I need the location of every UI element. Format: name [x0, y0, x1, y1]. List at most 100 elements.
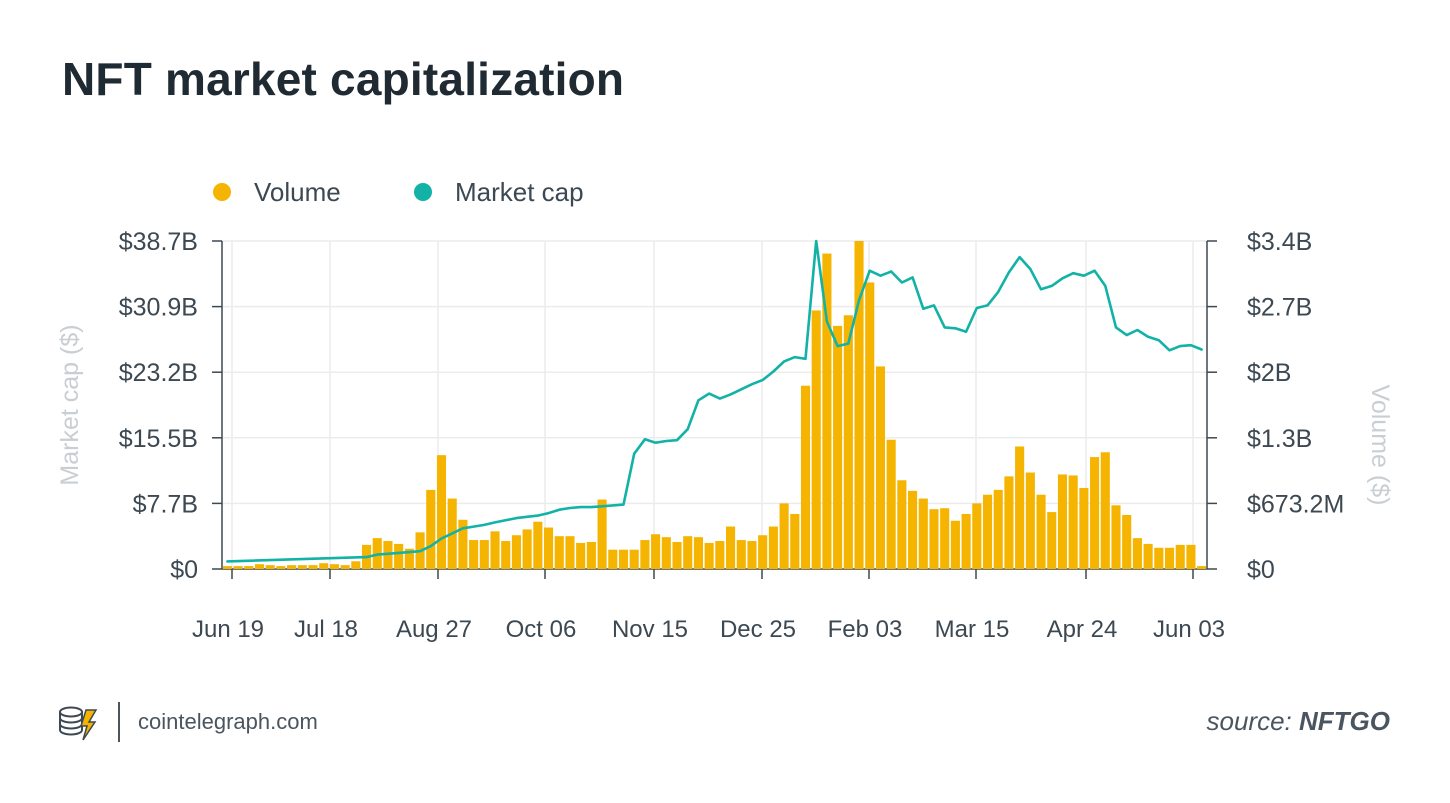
- volume-bar: [972, 503, 982, 569]
- volume-bar: [586, 541, 596, 569]
- volume-bar: [629, 549, 639, 569]
- volume-bar: [715, 541, 725, 569]
- volume-bar: [747, 541, 757, 569]
- volume-bar: [672, 541, 682, 569]
- volume-bar: [254, 564, 265, 569]
- volume-bar: [576, 542, 586, 569]
- legend-label-1: Market cap: [455, 177, 584, 207]
- volume-bar: [436, 455, 447, 569]
- x-tick-label-4: Nov 15: [612, 616, 688, 643]
- right-tick-label-3: $2B: [1247, 359, 1291, 387]
- volume-bar: [768, 526, 778, 569]
- volume-bar: [736, 540, 746, 569]
- volume-bar: [1068, 475, 1078, 569]
- legend-marker-0: [213, 183, 231, 201]
- x-tick-label-3: Oct 06: [506, 616, 577, 643]
- volume-bar: [865, 282, 875, 569]
- volume-bar: [244, 566, 254, 569]
- brand-footer[interactable]: cointelegraph.com: [56, 700, 318, 744]
- legend-marker-1: [414, 183, 432, 201]
- volume-bar: [961, 514, 971, 569]
- volume-bar: [329, 564, 339, 569]
- right-tick-label-4: $2.7B: [1247, 294, 1312, 322]
- x-tick-label-8: Apr 24: [1047, 616, 1118, 643]
- volume-bar: [522, 529, 532, 569]
- volume-bar: [222, 566, 232, 569]
- volume-bar: [908, 490, 918, 569]
- volume-bar: [1100, 452, 1110, 569]
- volume-bar: [886, 439, 896, 569]
- volume-bar: [854, 241, 864, 569]
- right-tick-label-0: $0: [1247, 556, 1275, 584]
- source-credit: source: NFTGO: [1207, 706, 1391, 737]
- volume-bar: [394, 543, 404, 569]
- volume-bar: [479, 540, 489, 569]
- volume-bar: [661, 537, 671, 569]
- volume-bar: [618, 549, 629, 569]
- x-tick-label-2: Aug 27: [396, 616, 472, 643]
- volume-bar: [265, 565, 275, 569]
- x-tick-label-9: Jun 03: [1153, 616, 1225, 643]
- volume-bar: [1036, 494, 1046, 569]
- x-tick-label-7: Mar 15: [935, 616, 1010, 643]
- right-axis-title: Volume ($): [1366, 385, 1394, 506]
- volume-bar: [1132, 538, 1142, 569]
- volume-bar: [875, 366, 886, 569]
- volume-bar: [351, 561, 361, 569]
- left-tick-label-5: $38.7B: [119, 228, 198, 256]
- left-tick-label-2: $15.5B: [119, 425, 198, 453]
- volume-bar: [982, 494, 993, 569]
- x-tick-label-0: Jun 19: [192, 616, 264, 643]
- volume-bar: [1079, 487, 1089, 569]
- volume-bar: [533, 521, 543, 569]
- volume-bar: [940, 508, 950, 569]
- volume-bar: [597, 499, 607, 569]
- volume-bar: [779, 503, 789, 569]
- volume-bar: [501, 541, 511, 569]
- cointelegraph-logo-icon: [59, 706, 98, 741]
- brand-name[interactable]: cointelegraph.com: [138, 709, 318, 734]
- volume-bar: [565, 536, 575, 569]
- volume-bar: [1090, 457, 1100, 569]
- volume-bar: [458, 519, 468, 569]
- volume-bar: [683, 536, 693, 569]
- volume-bar: [404, 548, 414, 569]
- left-tick-label-3: $23.2B: [119, 359, 198, 387]
- volume-bar: [1047, 512, 1057, 569]
- volume-bar: [233, 566, 243, 569]
- x-tick-label-5: Dec 25: [720, 616, 796, 643]
- volume-bar: [1175, 544, 1185, 569]
- volume-bar: [1154, 547, 1164, 569]
- volume-bar: [704, 542, 714, 569]
- volume-bar: [297, 565, 307, 569]
- volume-bar: [811, 310, 821, 569]
- volume-bar: [897, 480, 907, 569]
- volume-bar: [800, 385, 811, 569]
- volume-bar: [726, 526, 736, 569]
- source-prefix: source:: [1206, 706, 1292, 736]
- x-tick-label-6: Feb 03: [828, 616, 903, 643]
- left-tick-label-4: $30.9B: [119, 294, 198, 322]
- market-cap-line: [226, 239, 1203, 563]
- volume-bar: [276, 566, 286, 569]
- volume-bar: [950, 520, 960, 569]
- volume-bar: [511, 535, 521, 569]
- volume-bar: [929, 509, 939, 569]
- volume-bar: [1197, 566, 1207, 569]
- volume-bar: [1004, 476, 1014, 569]
- volume-bar: [1143, 543, 1153, 569]
- left-tick-label-0: $0: [170, 556, 198, 584]
- volume-bar: [651, 534, 661, 569]
- volume-bar: [640, 540, 650, 569]
- volume-bar: [843, 315, 853, 569]
- volume-bar: [543, 527, 554, 569]
- chart-title: NFT market capitalization: [62, 53, 625, 105]
- volume-bar: [1164, 547, 1175, 569]
- left-axis-title: Market cap ($): [56, 324, 84, 485]
- volume-bar: [790, 514, 800, 569]
- volume-bar: [469, 540, 479, 569]
- brand-divider: [118, 702, 120, 742]
- volume-bar: [1057, 474, 1068, 569]
- volume-bar: [319, 563, 329, 569]
- volume-bar: [1015, 446, 1025, 569]
